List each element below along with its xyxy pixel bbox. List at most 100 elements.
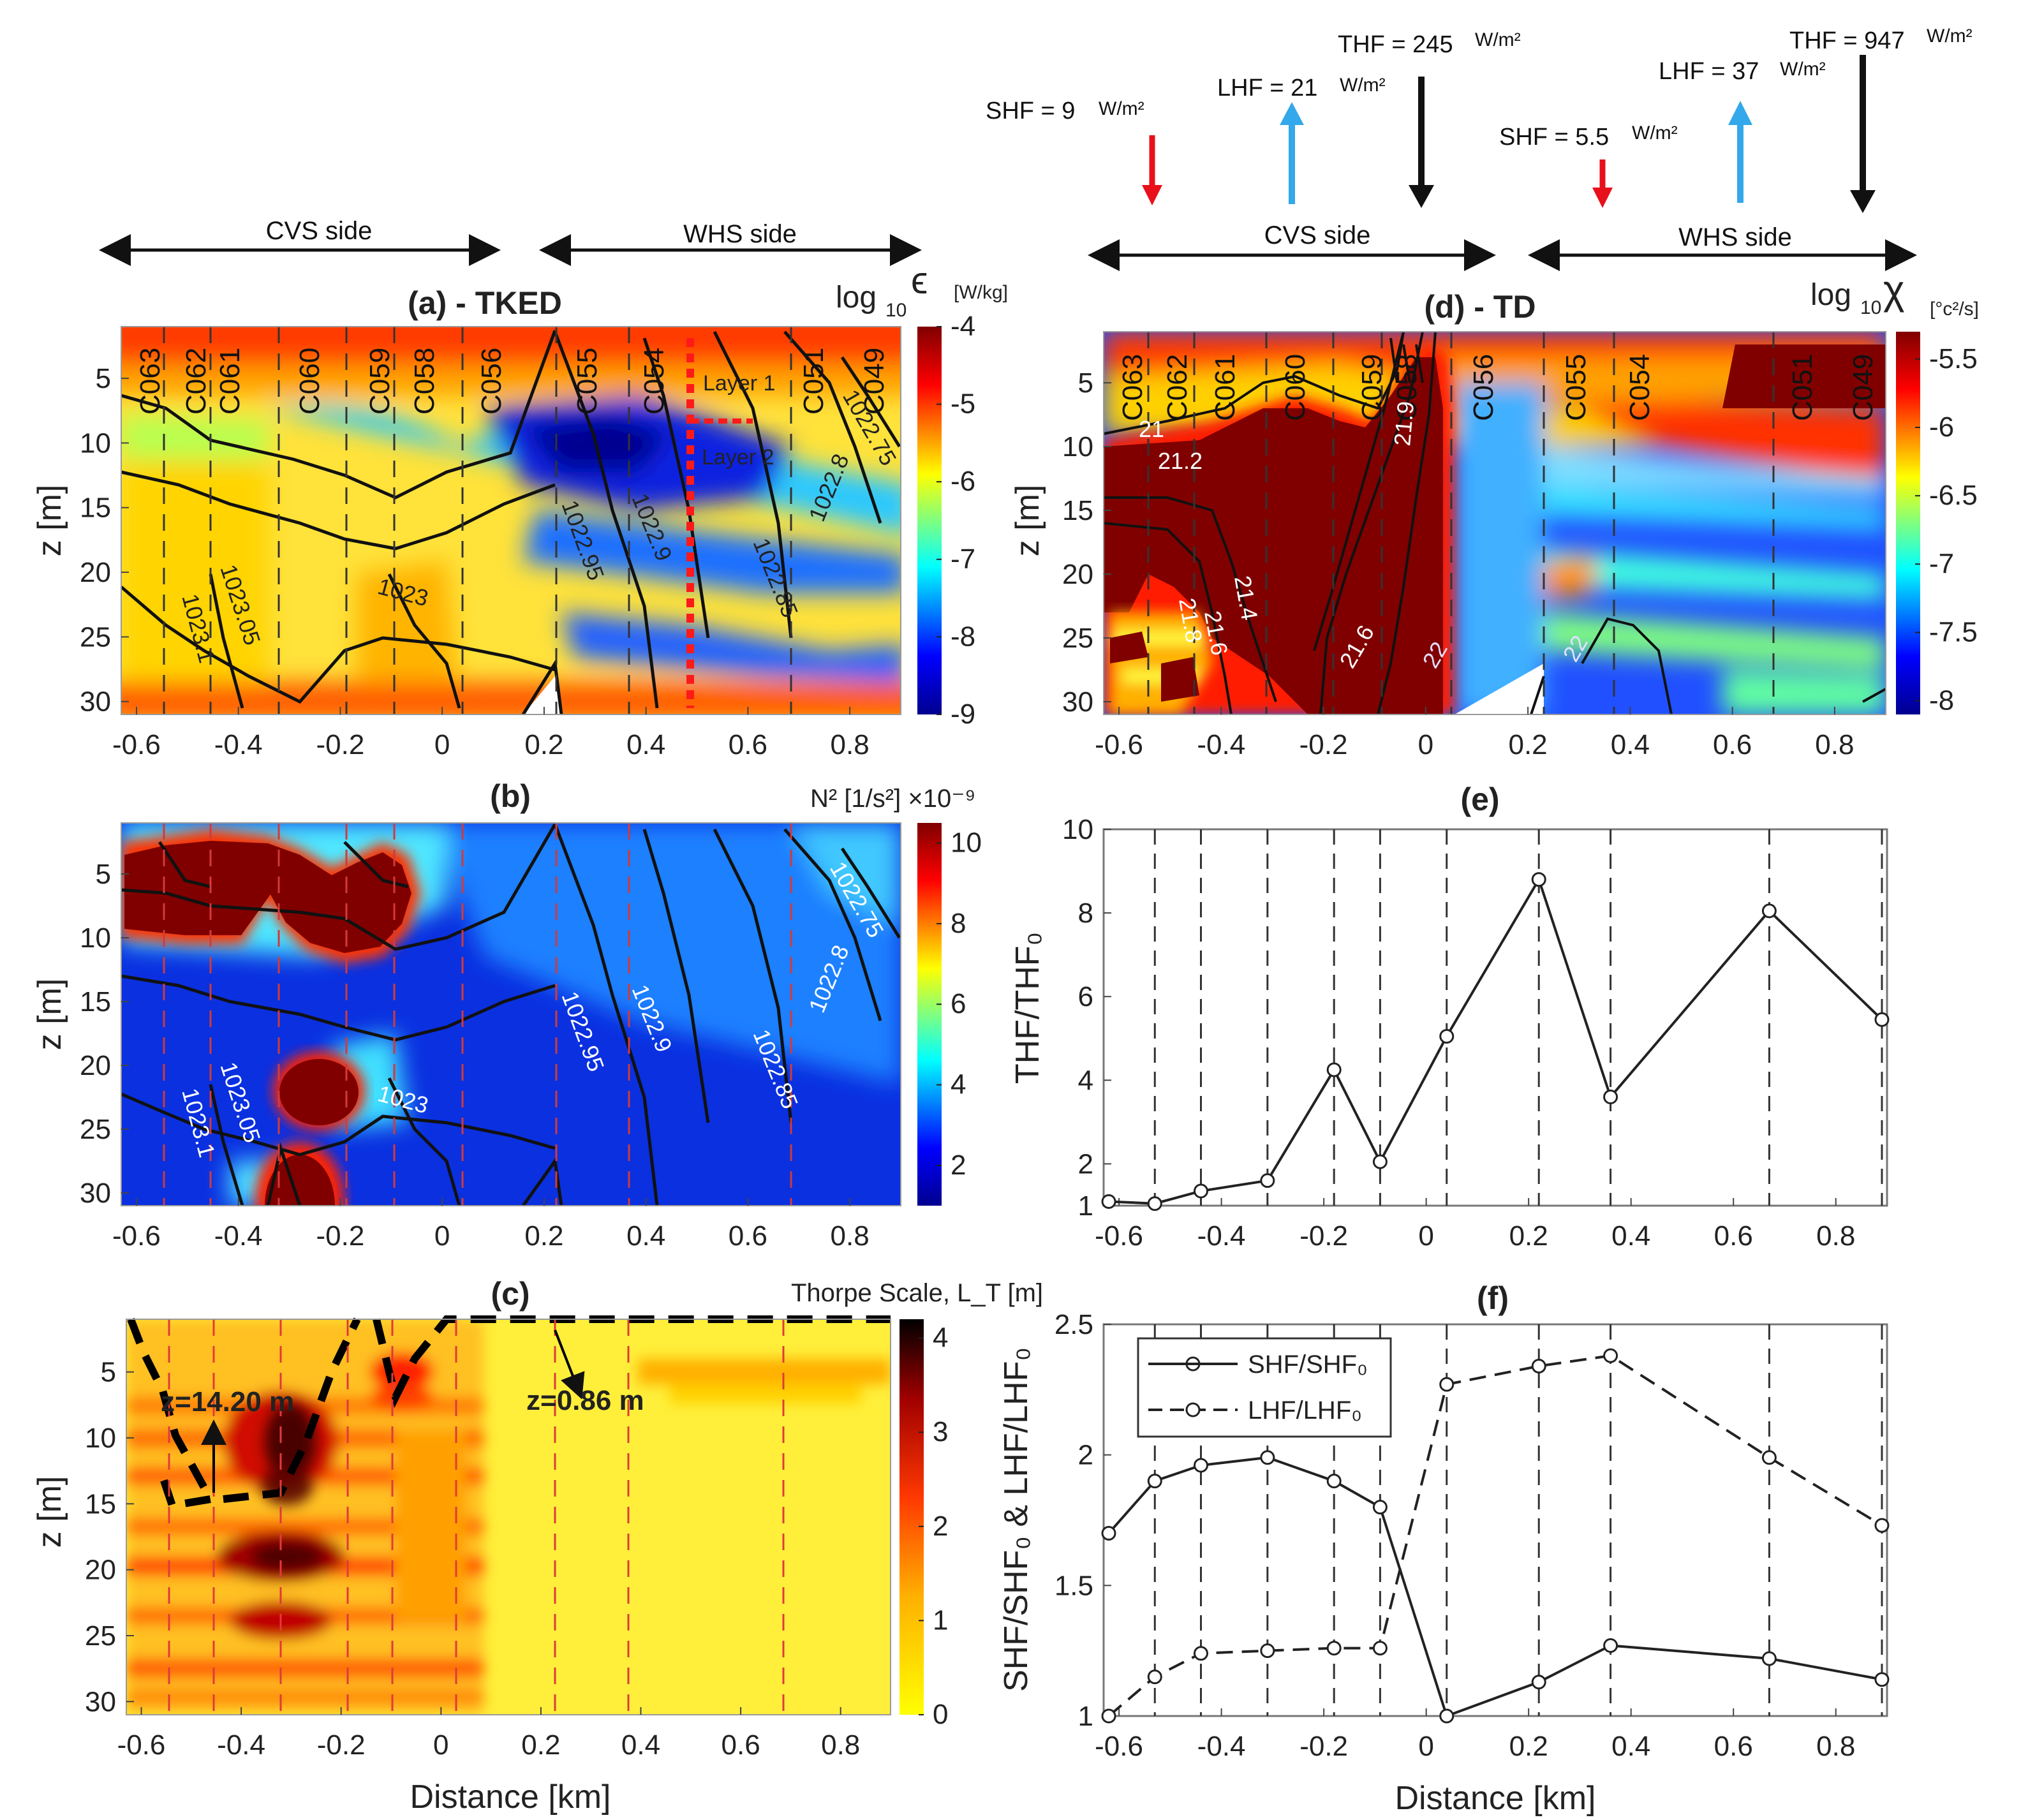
panel-d-colorbar — [1896, 332, 1920, 714]
colorbar-tick-label: 3 — [933, 1416, 948, 1447]
colorbar-tick-label: -8 — [951, 621, 975, 652]
x-tick-label: -0.6 — [1095, 1220, 1143, 1252]
data-point — [1761, 1651, 1777, 1666]
y-tick-label: 15 — [80, 492, 111, 524]
station-label: C060 — [1280, 354, 1311, 421]
panel-c-colorbar — [899, 1319, 924, 1715]
lhf-unit-2: W/m² — [1780, 59, 1826, 80]
x-tick-label: 0.4 — [621, 1729, 660, 1761]
x-tick-label: -0.2 — [1299, 1731, 1348, 1762]
x-tick-label: -0.2 — [317, 1729, 366, 1761]
data-point — [1101, 1525, 1116, 1541]
panel-a-station-labels: C063 C062 C061 C060 C059 C058 C056 C055 … — [135, 348, 890, 415]
panel-c-ylabel: z [m] — [31, 1476, 68, 1548]
y-tick-label: 4 — [1078, 1065, 1093, 1096]
x-tick-label: -0.2 — [316, 729, 365, 760]
panel-e-series — [1101, 872, 1890, 1211]
station-label: C060 — [294, 348, 325, 415]
panel-a-title: (a) - TKED — [408, 285, 562, 321]
colorbar-tick-label: 2 — [951, 1150, 966, 1181]
x-tick-label: 0.2 — [1509, 1731, 1548, 1762]
x-tick-label: 0.4 — [1611, 1731, 1650, 1762]
y-tick-label: 5 — [96, 859, 111, 890]
panel-e-axes: -0.6 -0.4 -0.2 0 0.2 0.4 0.6 0.8 1 2 4 6 8 10 — [1062, 814, 1855, 1252]
colorbar-tick-label: -8 — [1929, 685, 1954, 716]
x-tick-label: -0.6 — [112, 1220, 161, 1252]
lhf-label-2: LHF = 37 — [1659, 58, 1759, 85]
x-tick-label: 0.8 — [1816, 1731, 1855, 1762]
panel-a-colorbar-label: log 10 ϵ [W/kg] — [836, 259, 1008, 321]
y-tick-label: 5 — [1078, 367, 1093, 399]
panel-b-ylabel: z [m] — [31, 979, 68, 1051]
data-point — [1439, 1708, 1455, 1724]
colorbar-tick-label: 4 — [951, 1069, 966, 1100]
thorpe-annotation-left: z=14.20 m — [161, 1386, 294, 1417]
panel-c-colorbar-label: Thorpe Scale, L_T [m] — [791, 1279, 1043, 1307]
lhf-label-1: LHF = 21 — [1217, 75, 1317, 101]
x-tick-label: -0.2 — [1299, 1220, 1348, 1252]
station-label: C056 — [1468, 354, 1499, 421]
y-tick-label: 2.5 — [1055, 1309, 1093, 1340]
colorbar-tick-label: 8 — [951, 908, 966, 939]
side-arrows-left: CVS side WHS side — [99, 217, 922, 266]
data-point — [1603, 1638, 1618, 1653]
data-point — [1603, 1090, 1618, 1105]
thf-label-1: THF = 245 — [1338, 31, 1453, 58]
x-tick-label: 0.8 — [831, 1220, 870, 1252]
panel-c: (c) — [31, 1276, 1043, 1816]
station-label: C059 — [364, 348, 396, 415]
panel-a-ylabel: z [m] — [31, 485, 68, 557]
thf-unit-1: W/m² — [1475, 29, 1521, 50]
thf-label-2: THF = 947 — [1789, 27, 1905, 54]
panel-f-series — [1101, 1348, 1890, 1724]
panel-f-legend: SHF/SHF₀ LHF/LHF₀ — [1137, 1337, 1392, 1438]
panel-b-title: (b) — [490, 778, 531, 814]
legend-entry-lhf: LHF/LHF₀ — [1248, 1396, 1362, 1424]
colorbar-tick-label: -9 — [951, 699, 975, 730]
y-tick-label: 6 — [1078, 981, 1093, 1012]
station-label: C049 — [1847, 354, 1879, 421]
panel-c-heatmap — [126, 1319, 891, 1715]
y-tick-label: 25 — [1062, 623, 1093, 654]
data-point — [1603, 1348, 1618, 1363]
station-label: C051 — [798, 348, 829, 415]
svg-text:[W/kg]: [W/kg] — [954, 282, 1008, 303]
x-tick-label: 0.8 — [821, 1729, 860, 1761]
station-label: C062 — [181, 348, 212, 415]
colorbar-tick-label: 4 — [933, 1322, 948, 1354]
svg-text:χ: χ — [1883, 267, 1905, 313]
panel-d-ylabel: z [m] — [1009, 485, 1046, 557]
data-point — [1101, 1194, 1116, 1209]
data-point — [1372, 1500, 1388, 1515]
layer-1-label: Layer 1 — [703, 371, 775, 396]
x-tick-label: 0.4 — [626, 729, 665, 760]
y-tick-label: 10 — [1062, 814, 1093, 845]
x-tick-label: 0 — [433, 1729, 448, 1761]
layer-2-label: Layer 2 — [702, 445, 774, 470]
station-label: C061 — [1210, 354, 1241, 421]
panel-d-axes: -0.6 -0.4 -0.2 0 0.2 0.4 0.6 0.8 5 10 15 20 25 30 — [1062, 367, 1854, 760]
panel-f: (f) -0.6 -0.4 -0.2 0 0.2 0.4 0.6 0.8 1 1.5 2 2.5 SH… — [998, 1280, 1890, 1817]
x-tick-label: 0.4 — [1611, 1220, 1650, 1252]
series-line-thf-thf0 — [1108, 876, 1883, 1205]
data-point — [1531, 1675, 1546, 1690]
svg-text:[°c²/s]: [°c²/s] — [1930, 299, 1979, 320]
x-tick-label: 0 — [1418, 1731, 1433, 1762]
x-tick-label: 0.2 — [524, 1220, 563, 1252]
x-tick-label: 0.6 — [729, 729, 767, 760]
data-point — [1439, 1029, 1455, 1044]
x-tick-label: -0.6 — [1095, 1731, 1143, 1762]
data-point — [1761, 903, 1777, 919]
station-label: C062 — [1162, 354, 1193, 421]
y-tick-label: 5 — [101, 1357, 116, 1388]
data-point — [1260, 1173, 1275, 1188]
panel-a-station-lines — [163, 327, 792, 714]
shf-unit-2: W/m² — [1632, 122, 1678, 144]
panel-b-contours — [121, 823, 901, 1207]
colorbar-tick-label: -7 — [951, 544, 975, 575]
data-point — [1326, 1062, 1342, 1077]
station-label: C061 — [214, 348, 246, 415]
lhf-unit-1: W/m² — [1340, 75, 1386, 96]
data-point — [1874, 1518, 1890, 1533]
